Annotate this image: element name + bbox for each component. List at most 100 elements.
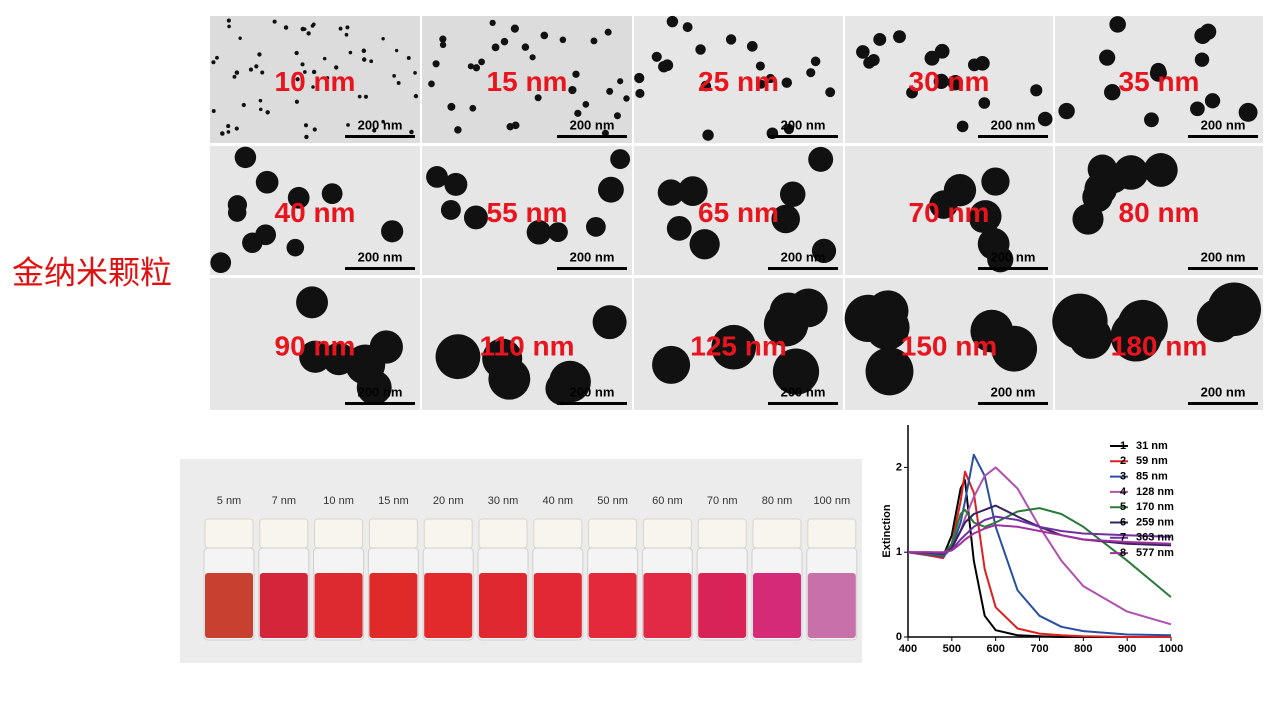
particle <box>234 126 239 131</box>
tem-size-label: 65 nm <box>698 197 779 228</box>
vial-liquid <box>643 573 692 638</box>
particle <box>606 87 614 95</box>
particle <box>439 41 447 49</box>
particle <box>825 87 836 98</box>
particle <box>345 25 350 30</box>
particle <box>661 59 674 72</box>
scale-bar <box>1188 267 1258 270</box>
vial-cap <box>259 518 309 549</box>
particle <box>232 74 237 79</box>
y-axis-label: Extinction <box>881 504 893 557</box>
particle <box>526 220 552 245</box>
particle <box>604 28 612 36</box>
particle <box>226 130 231 134</box>
particle <box>1087 154 1118 184</box>
legend-label: 170 nm <box>1136 501 1174 513</box>
particle <box>363 94 368 99</box>
particle <box>1194 52 1210 67</box>
particle <box>677 176 708 207</box>
particle <box>325 76 330 80</box>
particle <box>1037 111 1053 127</box>
scale-label: 200 nm <box>1201 249 1246 264</box>
vial-label: 5 nm <box>217 495 241 507</box>
vial-liquid <box>588 573 637 638</box>
tem-size-label: 125 nm <box>690 330 787 361</box>
particle <box>634 72 645 84</box>
particle <box>867 290 909 332</box>
vial-liquid <box>753 573 801 638</box>
particle <box>929 190 958 219</box>
particle <box>1238 102 1258 122</box>
particle <box>344 32 349 37</box>
tem-size-label: 150 nm <box>901 330 998 361</box>
particle <box>1072 203 1104 235</box>
particle <box>361 57 367 62</box>
particle <box>867 54 880 66</box>
particle <box>357 94 362 99</box>
scale-label: 200 nm <box>358 249 403 264</box>
particle <box>769 292 808 331</box>
particle <box>725 34 737 45</box>
vial-liquid <box>369 573 418 638</box>
spectrum-line <box>908 524 1172 554</box>
particle <box>746 40 758 52</box>
particle <box>1104 83 1121 101</box>
particle <box>906 86 918 99</box>
vial-cap <box>807 518 857 549</box>
particle <box>811 238 837 263</box>
particle <box>488 357 531 400</box>
particle <box>302 70 307 74</box>
legend-number: 2 <box>1120 455 1126 467</box>
particle <box>610 149 631 170</box>
legend-number: 3 <box>1120 471 1126 483</box>
particle <box>657 179 685 206</box>
vial-cap <box>752 518 802 549</box>
particle <box>447 102 456 111</box>
legend-label: 128 nm <box>1136 486 1174 498</box>
particle <box>623 95 630 102</box>
vial-label: 50 nm <box>597 495 628 507</box>
tem-size-label: 90 nm <box>275 330 356 361</box>
particle <box>666 215 692 241</box>
particle <box>210 252 232 274</box>
particle <box>454 126 462 134</box>
particle <box>361 48 367 54</box>
particle <box>226 18 231 23</box>
tem-size-label: 110 nm <box>480 330 575 361</box>
particle <box>372 128 377 133</box>
scale-bar <box>345 267 415 270</box>
particle <box>1099 49 1116 66</box>
particle <box>695 44 706 55</box>
particle <box>1030 84 1043 97</box>
vial-label: 30 nm <box>488 495 519 507</box>
particle <box>334 65 339 70</box>
scale-bar <box>978 267 1048 270</box>
particle <box>1058 102 1075 120</box>
particle <box>1190 101 1205 117</box>
particle <box>1144 112 1159 128</box>
scale-bar <box>557 267 627 270</box>
x-tick-label: 900 <box>1118 643 1136 655</box>
particle <box>381 37 385 41</box>
vial-cap <box>368 518 418 549</box>
particle <box>287 186 310 209</box>
particle <box>234 70 240 75</box>
particle <box>469 104 477 112</box>
vial-label: 20 nm <box>433 495 464 507</box>
tem-size-label: 40 nm <box>275 197 356 228</box>
particle <box>970 309 1014 353</box>
particle <box>765 73 776 84</box>
particle <box>369 59 374 64</box>
vial-liquid <box>259 573 308 638</box>
particle <box>1200 23 1217 40</box>
particle <box>296 286 329 319</box>
particle <box>294 50 299 56</box>
scale-label: 200 nm <box>570 384 615 399</box>
particle <box>304 134 309 140</box>
particle <box>540 31 549 40</box>
vial-label: 7 nm <box>272 495 296 507</box>
legend-number: 5 <box>1120 501 1126 513</box>
particle <box>258 98 263 103</box>
scale-label: 200 nm <box>358 117 403 132</box>
particle <box>381 119 385 124</box>
